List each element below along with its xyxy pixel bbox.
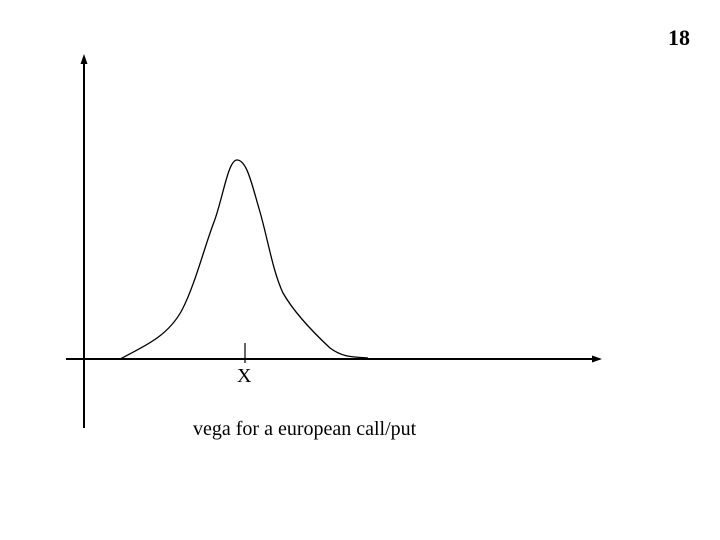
diagram-caption: vega for a european call/put — [193, 418, 417, 440]
strike-label: X — [237, 365, 252, 387]
vega-curve — [119, 159, 369, 360]
y-axis-arrowhead — [80, 54, 88, 64]
slide-number: 18 — [668, 25, 690, 50]
x-axis-arrowhead — [592, 355, 602, 363]
